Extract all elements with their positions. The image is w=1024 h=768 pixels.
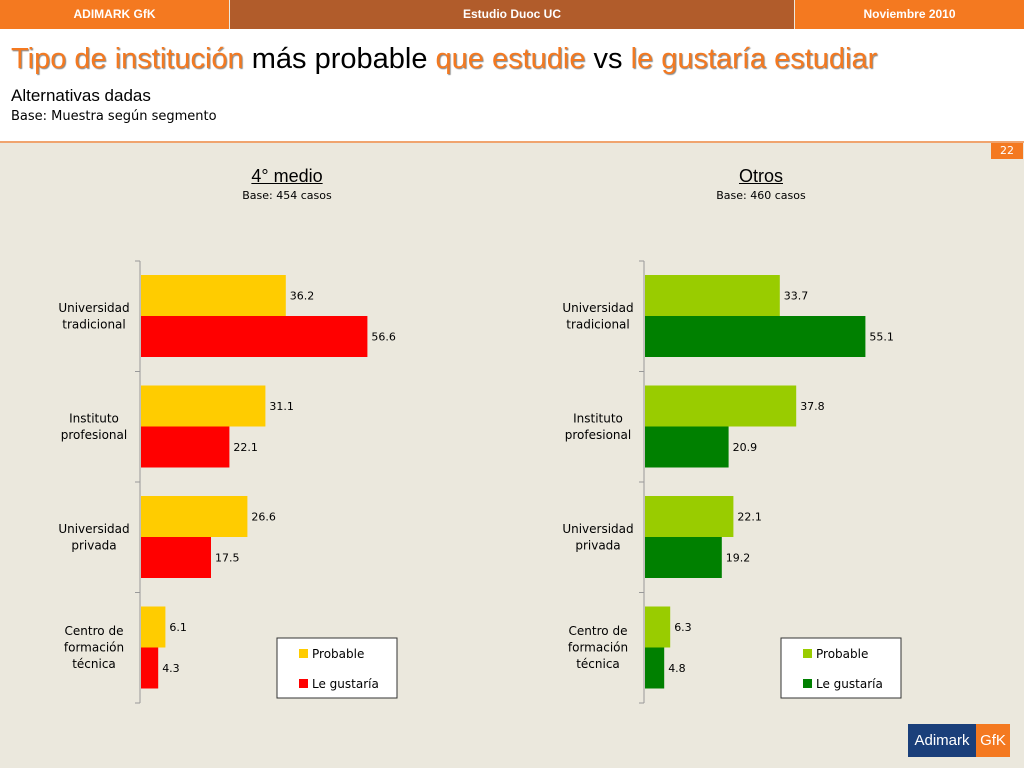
right-bar-gustaria	[645, 537, 722, 578]
left-bar-probable	[141, 275, 286, 316]
right-bar-gustaria	[645, 316, 866, 357]
right-category-label: Universidad privada	[562, 522, 633, 553]
right-data-label: 22.1	[737, 511, 762, 524]
top-bar: ADIMARK GfK Estudio Duoc UC Noviembre 20…	[0, 0, 1024, 29]
right-data-label: 19.2	[726, 552, 751, 565]
logo-left: Adimark	[908, 724, 976, 757]
right-data-label: 55.1	[869, 331, 894, 344]
page-number: 22	[991, 143, 1023, 159]
right-legend-label: Le gustaría	[816, 677, 883, 691]
chart-base-right: Base: 460 casos	[716, 189, 806, 202]
title-part-2: más probable	[243, 43, 436, 75]
company-label: ADIMARK GfK	[0, 0, 229, 29]
right-legend-box	[780, 637, 902, 699]
left-bar-gustaria	[141, 647, 159, 689]
right-bar-probable	[645, 275, 780, 316]
left-bar-probable	[141, 606, 166, 648]
chart-title-left: 4° medio	[251, 166, 323, 186]
title-part-5: le gustaría estudiar	[630, 43, 878, 75]
left-category-label-line: técnica	[72, 657, 116, 671]
left-legend-swatch	[299, 679, 308, 688]
right-bar-probable	[645, 385, 797, 427]
left-bar-probable	[141, 385, 266, 427]
right-legend-label: Probable	[816, 647, 868, 661]
page-base: Base: Muestra según segmento	[11, 109, 217, 124]
right-data-label: 33.7	[784, 290, 809, 303]
date-label: Noviembre 2010	[795, 0, 1024, 29]
left-category-label-line: Centro de	[65, 624, 124, 638]
left-category-label: Universidad tradicional	[58, 301, 129, 332]
right-legend-swatch	[803, 649, 812, 658]
right-legend: Probable Le gustaría	[780, 637, 902, 699]
left-legend: Probable Le gustaría	[276, 637, 398, 699]
right-category-label-line: privada	[575, 538, 620, 552]
left-legend-label: Probable	[312, 647, 364, 661]
left-category-label-line: Universidad	[58, 301, 129, 315]
left-category-label-line: profesional	[61, 428, 127, 442]
left-bar-gustaria	[141, 316, 368, 357]
right-data-label: 6.3	[674, 621, 692, 634]
left-legend-label: Le gustaría	[312, 677, 379, 691]
right-legend-swatch	[803, 679, 812, 688]
right-bar-probable	[645, 606, 671, 648]
title-part-3: que estudie	[435, 43, 586, 75]
left-category-label-line: Universidad	[58, 522, 129, 536]
chart-right: Universidad tradicional 33.7 55.1 Instituto p…	[562, 260, 902, 704]
page-title: Tipo de institución más probable que est…	[11, 43, 877, 76]
left-data-label: 26.6	[251, 511, 276, 524]
right-data-label: 37.8	[800, 400, 825, 413]
header-divider	[0, 141, 1024, 143]
left-category-label-line: Instituto	[69, 411, 119, 425]
right-category-label-line: profesional	[565, 428, 631, 442]
right-category-label-line: Centro de	[569, 624, 628, 638]
study-label: Estudio Duoc UC	[230, 0, 794, 29]
left-data-label: 4.3	[162, 662, 180, 675]
right-bar-gustaria	[645, 647, 665, 689]
left-data-label: 31.1	[269, 400, 294, 413]
left-bar-gustaria	[141, 426, 230, 468]
right-data-label: 4.8	[668, 662, 686, 675]
left-category-label: Centro de formación técnica	[64, 624, 124, 671]
right-category-label: Centro de formación técnica	[568, 624, 628, 671]
logo-right: GfK	[976, 724, 1010, 757]
right-category-label-line: Universidad	[562, 522, 633, 536]
left-legend-box	[276, 637, 398, 699]
left-category-label: Instituto profesional	[61, 411, 127, 442]
left-legend-swatch	[299, 649, 308, 658]
left-data-label: 22.1	[233, 441, 258, 454]
left-data-label: 56.6	[371, 331, 396, 344]
left-bar-gustaria	[141, 537, 211, 578]
right-bar-probable	[645, 496, 734, 537]
chart-left: Universidad tradicional 36.2 56.6 Instituto p…	[58, 260, 398, 704]
chart-base-left: Base: 454 casos	[242, 189, 332, 202]
left-bar-probable	[141, 496, 248, 537]
right-category-label-line: Universidad	[562, 301, 633, 315]
chart-title-right: Otros	[738, 166, 783, 186]
header	[0, 29, 1024, 141]
right-category-label-line: Instituto	[573, 411, 623, 425]
right-category-label-line: tradicional	[566, 317, 630, 331]
left-category-label: Universidad privada	[58, 522, 129, 553]
right-bar-gustaria	[645, 426, 729, 468]
left-data-label: 17.5	[215, 552, 240, 565]
right-category-label: Universidad tradicional	[562, 301, 633, 332]
left-category-label-line: formación	[64, 641, 124, 655]
left-category-label-line: tradicional	[62, 317, 126, 331]
right-category-label-line: formación	[568, 641, 628, 655]
left-category-label-line: privada	[71, 538, 116, 552]
right-data-label: 20.9	[733, 441, 758, 454]
title-part-4: vs	[585, 43, 631, 75]
left-data-label: 6.1	[169, 621, 187, 634]
left-data-label: 36.2	[290, 290, 315, 303]
right-category-label-line: técnica	[576, 657, 620, 671]
adimark-logo: Adimark GfK	[908, 724, 1010, 757]
right-category-label: Instituto profesional	[565, 411, 631, 442]
page-subtitle: Alternativas dadas	[11, 86, 151, 105]
title-part-1: Tipo de institución	[11, 43, 244, 75]
